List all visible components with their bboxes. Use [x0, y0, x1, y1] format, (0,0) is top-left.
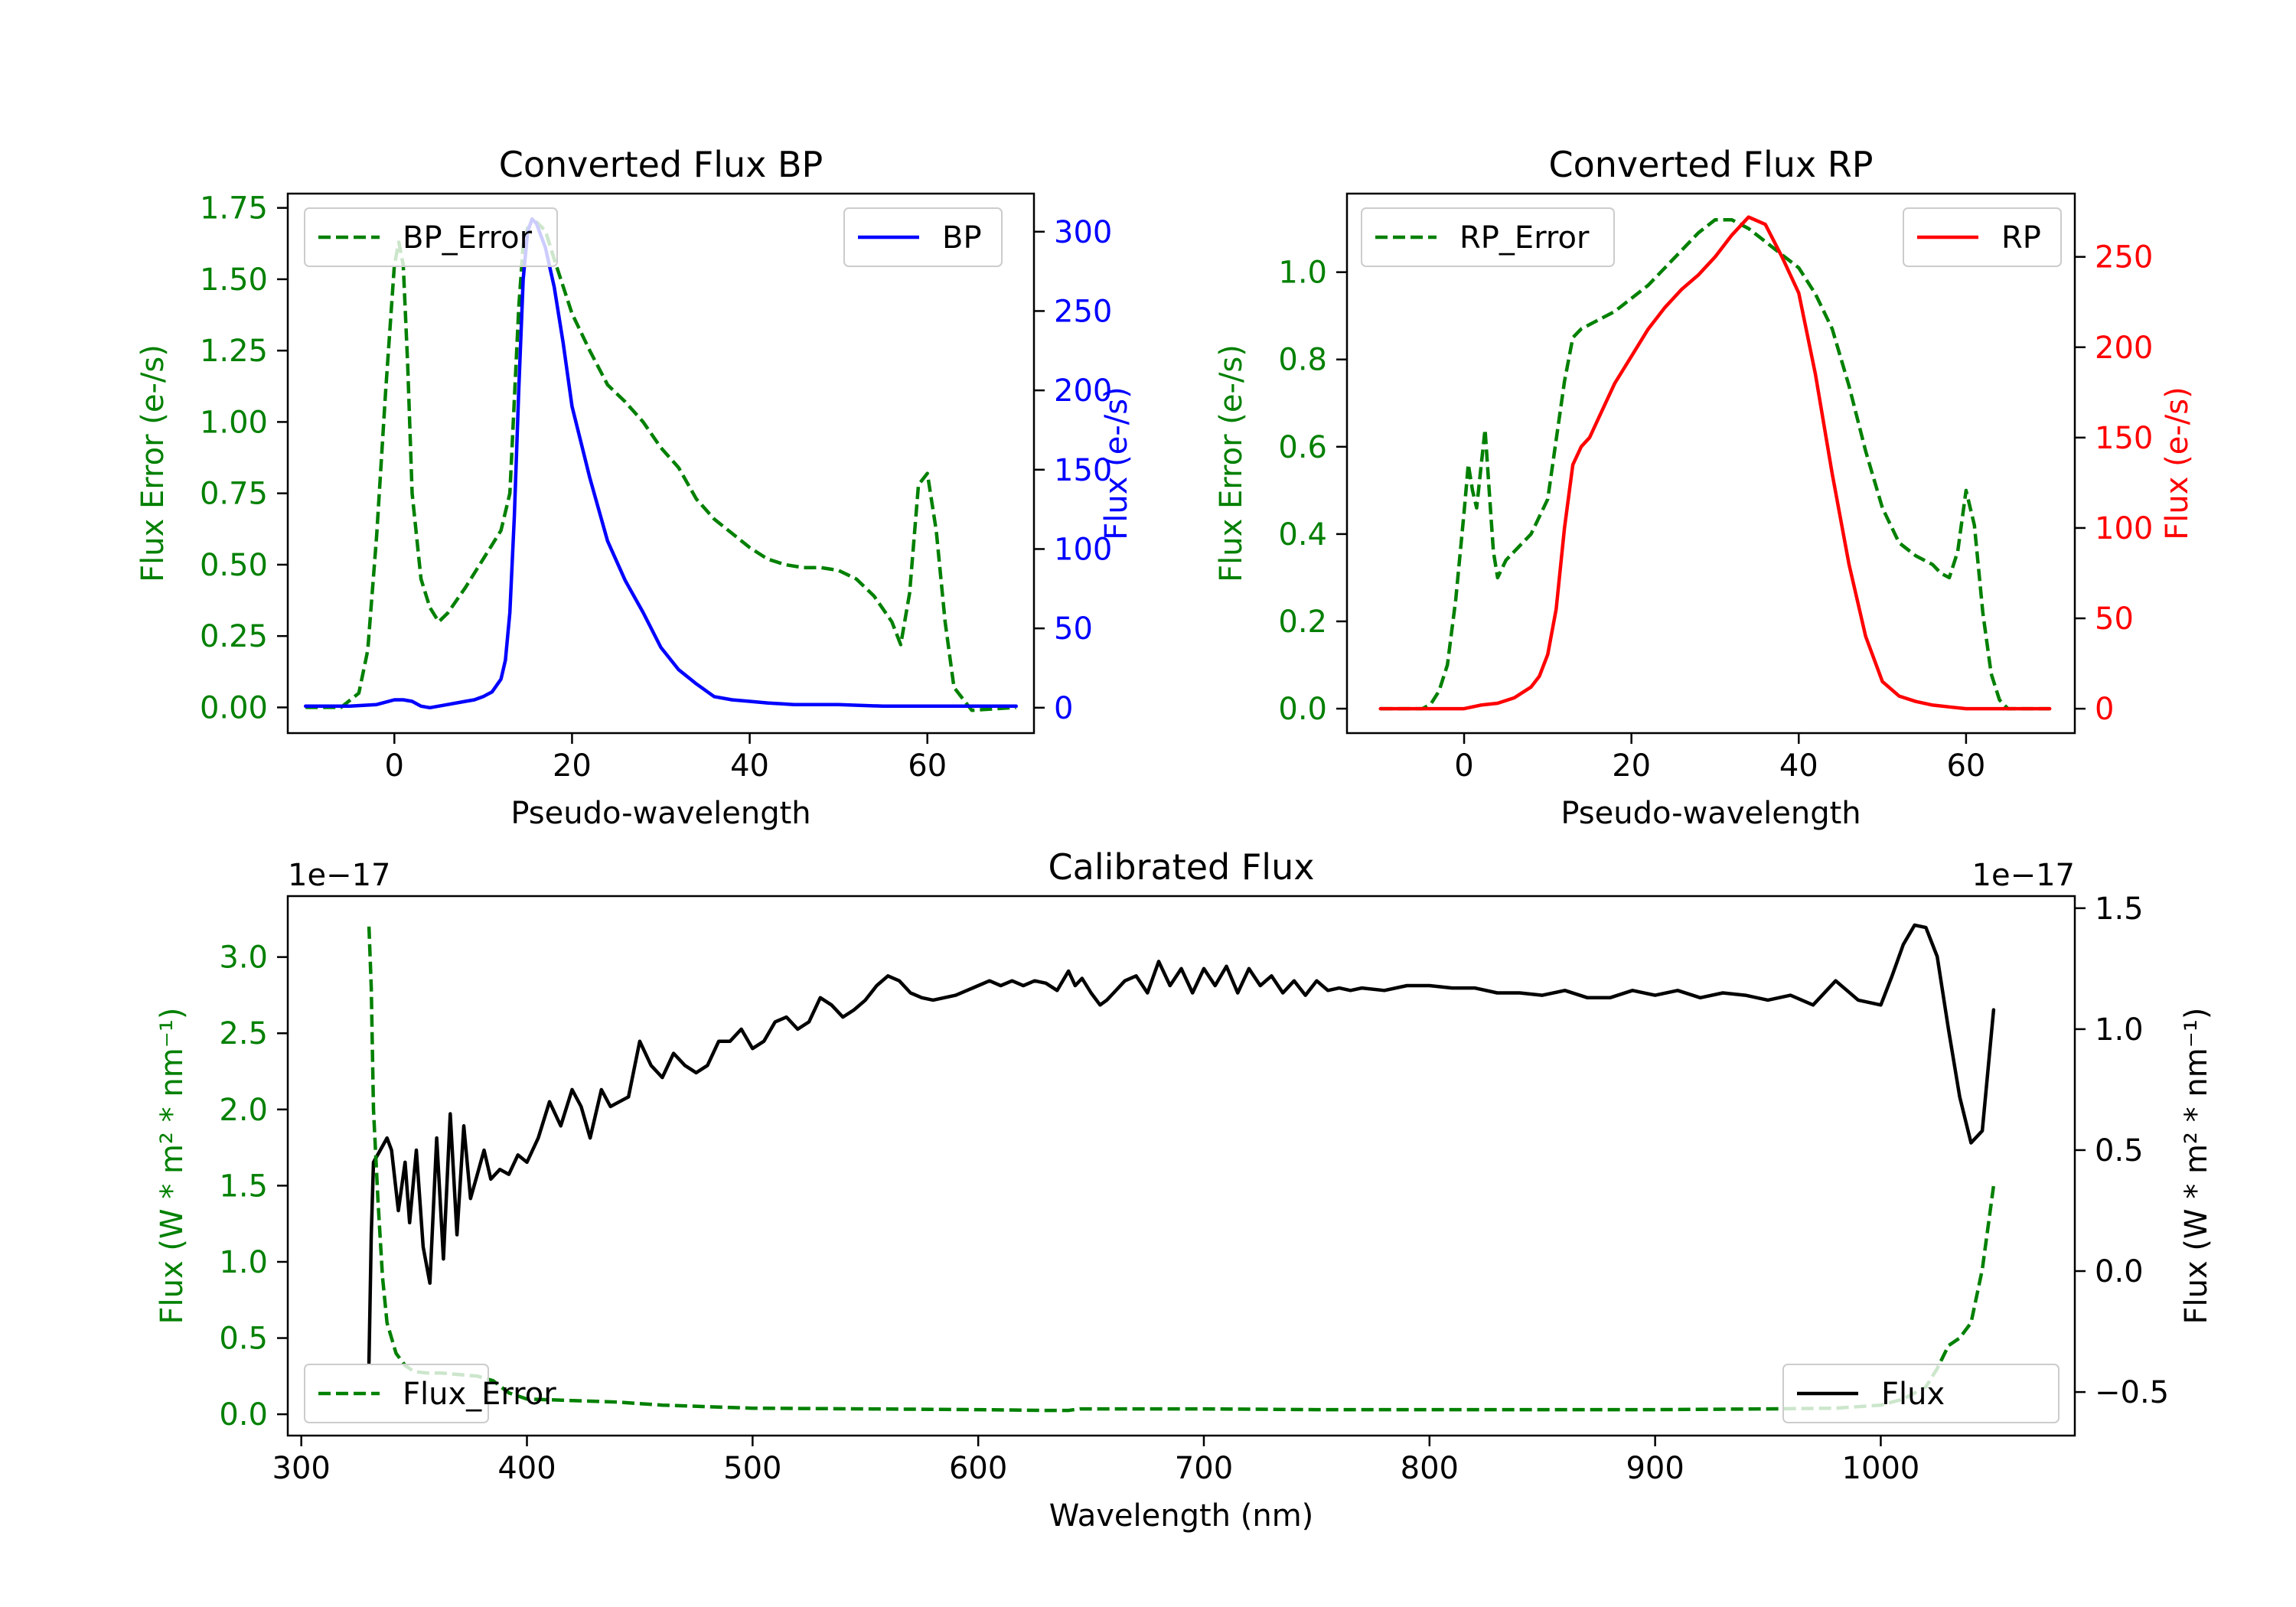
rp-ytick-right-label: 100: [2095, 511, 2153, 546]
cal-xtick-label: 900: [1626, 1451, 1684, 1486]
cal-xtick-label: 300: [272, 1451, 331, 1486]
bp-xtick-label: 20: [553, 748, 592, 784]
cal-xtick-label: 400: [497, 1451, 556, 1486]
rp-xlabel: Pseudo-wavelength: [1561, 796, 1861, 831]
cal-xtick-label: 500: [723, 1451, 781, 1486]
rp-ytick-right-label: 200: [2095, 331, 2153, 366]
cal-ylabel-right: Flux (W * m² * nm⁻¹): [2179, 1008, 2214, 1325]
cal-xtick-label: 700: [1175, 1451, 1233, 1486]
cal-ylabel-left: Flux (W * m² * nm⁻¹): [155, 1008, 190, 1325]
rp-ytick-left-label: 0.0: [1278, 692, 1327, 727]
bp-ytick-left-label: 1.50: [200, 262, 268, 298]
bp-ytick-right-label: 100: [1054, 532, 1112, 567]
cal-ytick-right-label: 1.5: [2095, 892, 2144, 927]
cal-legend-left-label: Flux_Error: [403, 1377, 556, 1412]
bp-ytick-left-label: 1.00: [200, 405, 268, 440]
cal-ytick-left-label: 1.0: [219, 1245, 268, 1280]
rp-ytick-left-label: 0.8: [1278, 343, 1327, 378]
rp-xtick-label: 20: [1612, 748, 1651, 784]
cal-axes-frame: [286, 895, 2076, 1437]
rp-ylabel-left: Flux Error (e-/s): [1214, 344, 1249, 582]
bp-legend-left-box: [304, 207, 558, 267]
rp-legend-left: RP_Error: [1361, 207, 1615, 267]
bp-ytick-left-label: 1.75: [200, 191, 268, 227]
rp-xtick-label: 0: [1454, 748, 1473, 784]
cal-ytick-right-label: 0.5: [2095, 1133, 2144, 1169]
bp-panel: 0 20 40 60 0.00 0.25 0.50 0.75 1.00 1.25 1.50 1.75 0…: [135, 144, 1134, 831]
cal-ytick-left-label: 2.0: [219, 1093, 268, 1128]
cal-ytick-left-label: 0.0: [219, 1397, 268, 1433]
bp-axes-frame: [286, 192, 1035, 735]
rp-ytick-right-label: 150: [2095, 421, 2153, 456]
cal-legend-right-label: Flux: [1881, 1377, 1945, 1412]
bp-ytick-left-label: 0.00: [200, 690, 268, 725]
cal-ytick-right-label: 1.0: [2095, 1012, 2144, 1048]
cal-title: Calibrated Flux: [1049, 846, 1315, 888]
cal-ytick-left-label: 1.5: [219, 1169, 268, 1204]
bp-legend-right-box: [843, 207, 1003, 267]
cal-xtick-label: 1000: [1842, 1451, 1920, 1486]
bp-legend-left-label: BP_Error: [403, 220, 533, 256]
bp-series-bp-error: [305, 220, 1016, 712]
cal-legend-left: Flux_Error: [304, 1364, 556, 1423]
bp-ytick-left-label: 0.50: [200, 548, 268, 583]
rp-legend-left-label: RP_Error: [1459, 220, 1590, 256]
rp-ytick-left-label: 1.0: [1278, 256, 1327, 291]
cal-xtick-label: 600: [949, 1451, 1007, 1486]
cal-offset-left: 1e−17: [288, 858, 390, 893]
bp-ytick-right-label: 250: [1054, 294, 1112, 329]
cal-xtick-label: 800: [1401, 1451, 1459, 1486]
rp-legend-right-label: RP: [2001, 220, 2041, 256]
bp-ytick-right-label: 50: [1054, 611, 1093, 647]
rp-ytick-right-label: 0: [2095, 692, 2114, 727]
rp-axes-frame: [1345, 192, 2076, 735]
cal-ytick-left-label: 3.0: [219, 940, 268, 976]
rp-series-rp: [1378, 215, 2052, 711]
rp-ytick-right-label: 250: [2095, 240, 2153, 275]
bp-legend-right: BP: [843, 207, 1003, 267]
rp-ytick-right-label: 50: [2095, 601, 2134, 637]
rp-xtick-label: 40: [1779, 748, 1818, 784]
bp-xtick-label: 40: [730, 748, 769, 784]
cal-xlabel: Wavelength (nm): [1049, 1498, 1314, 1534]
bp-ytick-right-label: 200: [1054, 373, 1112, 409]
bp-xlabel: Pseudo-wavelength: [510, 796, 810, 831]
bp-ylabel-right: Flux (e-/s): [1099, 386, 1134, 539]
cal-ytick-right-label: 0.0: [2095, 1254, 2144, 1289]
bp-legend-right-label: BP: [942, 220, 982, 256]
rp-ytick-left-label: 0.4: [1278, 517, 1327, 553]
cal-offset-right: 1e−17: [1972, 858, 2075, 893]
bp-ytick-left-label: 0.25: [200, 619, 268, 654]
bp-ytick-left-label: 0.75: [200, 477, 268, 512]
cal-legend-left-box: [304, 1364, 489, 1423]
bp-title: Converted Flux BP: [499, 144, 823, 185]
bp-ytick-left-label: 1.25: [200, 334, 268, 369]
bp-xtick-label: 60: [908, 748, 947, 784]
bp-legend-left: BP_Error: [304, 207, 558, 267]
cal-ytick-left-label: 2.5: [219, 1016, 268, 1051]
bp-ylabel-left: Flux Error (e-/s): [135, 344, 171, 582]
rp-panel: 0 20 40 60 0.0 0.2 0.4 0.6 0.8 1.0 0 50 100 150 200 250…: [1214, 144, 2195, 831]
rp-xtick-label: 60: [1946, 748, 1985, 784]
rp-title: Converted Flux RP: [1549, 144, 1874, 185]
cal-legend-right: Flux: [1782, 1364, 2060, 1423]
bp-ytick-right-label: 300: [1054, 215, 1112, 250]
rp-legend-right: RP: [1903, 207, 2062, 267]
bp-ytick-right-label: 150: [1054, 453, 1112, 488]
rp-ytick-left-label: 0.6: [1278, 430, 1327, 465]
bp-xtick-label: 0: [385, 748, 404, 784]
cal-ytick-left-label: 0.5: [219, 1322, 268, 1357]
cal-series-flux: [367, 923, 1996, 1365]
rp-legend-left-box: [1361, 207, 1615, 267]
cal-ytick-right-label: −0.5: [2095, 1375, 2169, 1410]
bp-ytick-right-label: 0: [1054, 691, 1073, 726]
rp-ytick-left-label: 0.2: [1278, 605, 1327, 640]
calibrated-panel: 300 400 500 600 700 800 900 1000 0.0 0.5 1.0 1.5 2.0…: [155, 846, 2214, 1534]
rp-ylabel-right: Flux (e-/s): [2160, 386, 2195, 539]
cal-legend-right-box: [1782, 1364, 2060, 1423]
rp-legend-right-box: [1903, 207, 2062, 267]
rp-series-rp-error: [1380, 217, 2050, 711]
